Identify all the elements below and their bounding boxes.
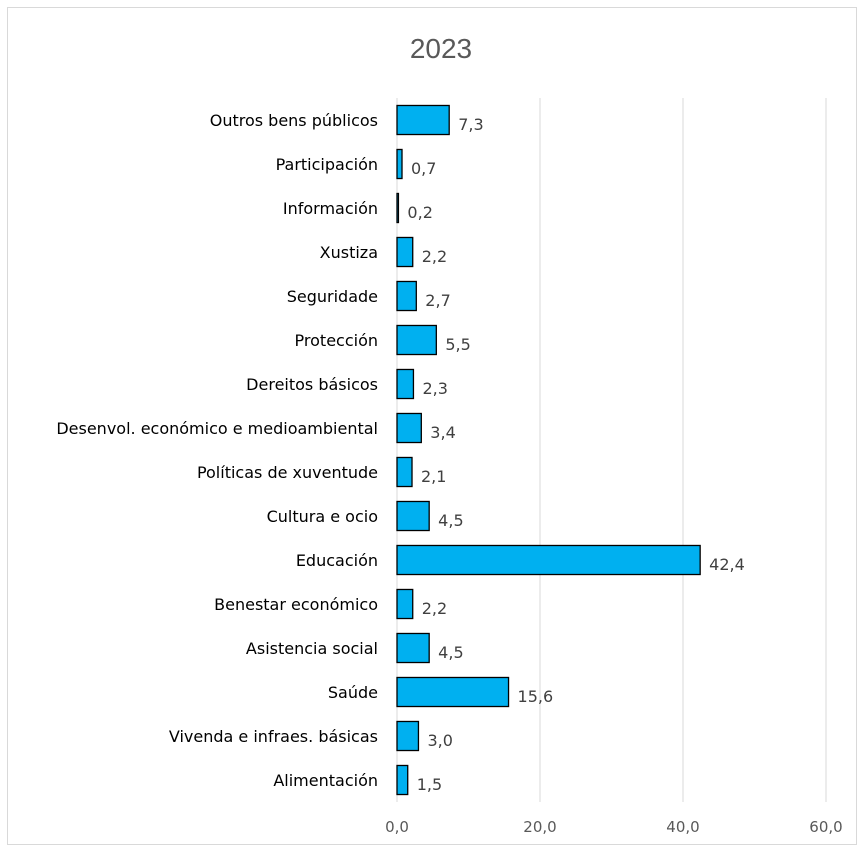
bar-4 xyxy=(396,280,417,312)
labels: 0,0 20,0 40,0 60,0 Outros bens públicos 7,3 Pa… xyxy=(56,111,842,836)
x-tick-label-0: 0,0 xyxy=(385,818,409,836)
category-label-9: Cultura e ocio xyxy=(267,507,378,526)
bar-5 xyxy=(396,324,437,356)
chart-title: 2023 xyxy=(410,33,472,64)
bar-10 xyxy=(396,544,701,576)
category-label-8: Políticas de xuventude xyxy=(197,463,378,482)
category-label-5: Protección xyxy=(295,331,378,350)
category-label-1: Participación xyxy=(276,155,378,174)
value-label-1: 0,7 xyxy=(411,159,436,178)
value-label-8: 2,1 xyxy=(421,467,446,486)
value-label-11: 2,2 xyxy=(422,599,447,618)
category-label-7: Desenvol. económico e medioambiental xyxy=(56,419,378,438)
bar-9 xyxy=(396,500,430,532)
bar-12 xyxy=(396,632,430,664)
category-label-2: Información xyxy=(283,199,378,218)
category-label-13: Saúde xyxy=(328,683,378,702)
category-label-15: Alimentación xyxy=(273,771,378,790)
category-label-14: Vivenda e infraes. básicas xyxy=(169,727,378,746)
category-label-4: Seguridade xyxy=(287,287,378,306)
bar-1 xyxy=(396,148,403,180)
category-label-3: Xustiza xyxy=(320,243,378,262)
value-label-4: 2,7 xyxy=(425,291,450,310)
value-label-7: 3,4 xyxy=(430,423,455,442)
bar-6 xyxy=(396,368,415,400)
category-label-11: Benestar económico xyxy=(214,595,378,614)
value-label-14: 3,0 xyxy=(427,731,452,750)
value-label-9: 4,5 xyxy=(438,511,463,530)
value-label-12: 4,5 xyxy=(438,643,463,662)
category-label-0: Outros bens públicos xyxy=(210,111,378,130)
bar-3 xyxy=(396,236,414,268)
value-label-0: 7,3 xyxy=(458,115,483,134)
bar-14 xyxy=(396,720,420,752)
bar-2 xyxy=(396,192,400,224)
bars xyxy=(396,104,701,796)
bar-8 xyxy=(396,456,413,488)
value-label-13: 15,6 xyxy=(518,687,554,706)
value-label-5: 5,5 xyxy=(445,335,470,354)
value-label-2: 0,2 xyxy=(407,203,432,222)
x-tick-label-3: 60,0 xyxy=(809,818,842,836)
x-tick-label-1: 20,0 xyxy=(523,818,556,836)
bar-11 xyxy=(396,588,414,620)
category-label-6: Dereitos básicos xyxy=(246,375,378,394)
bar-15 xyxy=(396,764,409,796)
bar-0 xyxy=(396,104,450,136)
value-label-15: 1,5 xyxy=(417,775,442,794)
bar-7 xyxy=(396,412,422,444)
category-label-10: Educación xyxy=(296,551,378,570)
x-tick-label-2: 40,0 xyxy=(666,818,699,836)
value-label-6: 2,3 xyxy=(422,379,447,398)
value-label-3: 2,2 xyxy=(422,247,447,266)
category-label-12: Asistencia social xyxy=(246,639,378,658)
bar-13 xyxy=(396,676,510,708)
value-label-10: 42,4 xyxy=(709,555,745,574)
